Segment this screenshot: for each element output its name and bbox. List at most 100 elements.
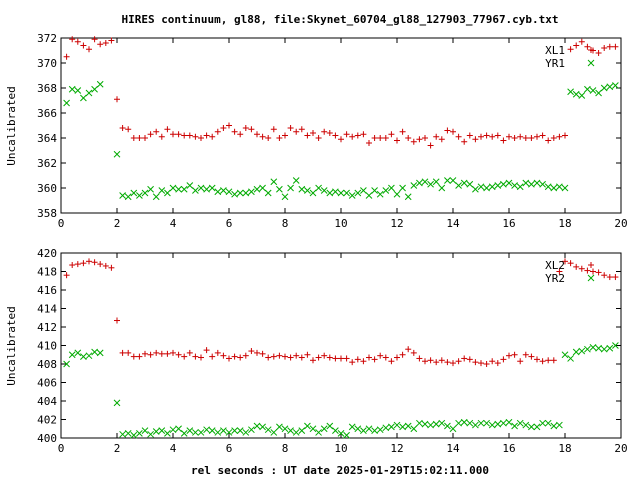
data-point-yr1 [539,180,546,188]
data-point-xl1 [528,135,535,141]
y-tick-label: 400 [37,432,57,445]
data-point-xl1 [550,135,557,141]
data-point-yr1 [169,184,177,192]
data-point-yr2 [197,429,205,436]
data-point-xl2 [371,356,378,363]
data-point-xl1 [416,136,423,143]
data-point-xl1 [343,131,350,138]
data-point-xl2 [119,349,126,356]
data-point-xl2 [91,259,98,266]
data-point-yr1 [225,188,233,196]
data-point-yr1 [332,188,339,196]
data-point-xl1 [74,38,81,45]
data-point-yr1 [315,184,322,192]
data-point-yr1 [477,183,485,191]
data-point-xl1 [354,132,361,139]
data-point-yr2 [85,352,93,360]
data-point-yr1 [292,177,300,184]
data-point-yr1 [561,184,569,192]
data-point-yr1 [567,88,574,96]
data-point-yr1 [304,187,311,194]
data-point-xl1 [108,37,115,44]
y-tick-label: 418 [37,266,57,279]
data-point-xl1 [164,126,171,133]
data-point-yr2 [169,426,177,434]
y-tick-label: 410 [37,340,57,353]
x-tick-label: 4 [170,442,177,455]
data-point-yr2 [287,427,294,434]
data-point-yr1 [348,192,356,199]
y-tick-label: 408 [37,358,57,371]
x-tick-label: 0 [58,217,65,230]
data-point-yr1 [298,185,306,193]
data-point-xl1 [282,132,288,139]
data-point-xl2 [114,317,120,324]
data-point-xl2 [461,355,468,362]
data-point-xl2 [102,262,109,269]
data-point-yr2 [584,345,591,353]
data-point-xl1 [242,125,249,131]
x-tick-label: 14 [446,442,460,455]
data-point-yr1 [404,193,412,201]
data-point-xl1 [198,135,204,141]
data-point-yr1 [164,189,171,197]
data-point-xl2 [170,349,176,356]
data-point-yr1 [388,184,395,192]
data-point-yr2 [432,420,440,428]
data-point-yr2 [522,421,530,429]
data-point-yr2 [511,422,518,430]
data-point-xl2 [108,264,115,271]
data-point-yr2 [388,423,395,431]
data-point-xl2 [220,352,227,359]
data-point-xl1 [226,122,232,129]
ticks-bottom: 0 2 4 6 8 10 12 14 16 18 20 400 402 404 406 408 410 412 41… [37,247,628,455]
data-point-xl2 [338,355,344,362]
data-point-yr2 [410,425,418,433]
data-point-yr2 [124,430,132,437]
data-point-yr2 [612,342,619,349]
data-point-yr1 [242,189,250,197]
data-point-xl1 [517,133,524,140]
legend-label-xl2: XL2 [545,259,565,272]
y-tick-label: 372 [37,32,57,45]
data-point-yr1 [360,187,367,194]
data-point-yr2 [304,422,311,430]
data-point-xl2 [198,354,204,361]
data-point-yr2 [449,425,457,433]
data-point-xl1 [461,138,468,145]
data-point-yr2 [572,348,580,356]
data-point-xl2 [450,360,456,367]
data-point-yr2 [337,430,345,437]
data-point-yr2 [371,427,378,434]
data-point-xl2 [248,348,255,355]
data-point-xl1 [102,40,109,46]
data-point-yr1 [74,87,82,94]
data-point-xl1 [399,128,406,135]
x-tick-label: 18 [558,217,571,230]
data-point-xl1 [388,131,395,138]
data-point-xl2 [265,354,272,361]
data-point-xl2 [287,354,294,361]
data-point-yr1 [589,87,597,94]
data-point-xl2 [517,358,524,365]
data-point-xl1 [573,42,580,49]
data-point-yr2 [595,344,602,352]
data-point-yr2 [466,419,474,427]
x-tick-label: 8 [282,217,289,230]
data-point-yr1 [533,179,541,187]
data-point-xl2 [175,351,182,358]
data-point-xl2 [366,354,372,361]
data-point-xl1 [63,53,70,60]
data-point-yr1 [276,185,283,193]
data-point-yr2 [578,347,586,355]
data-point-yr2 [332,427,339,434]
data-point-xl1 [433,133,440,140]
data-point-xl2 [567,260,574,267]
data-point-xl1 [371,135,378,141]
x-tick-label: 2 [114,217,121,230]
y-tick-label: 370 [37,57,57,70]
data-point-yr2 [438,419,446,427]
data-point-xl1 [304,132,311,139]
data-point-yr1 [152,193,160,201]
